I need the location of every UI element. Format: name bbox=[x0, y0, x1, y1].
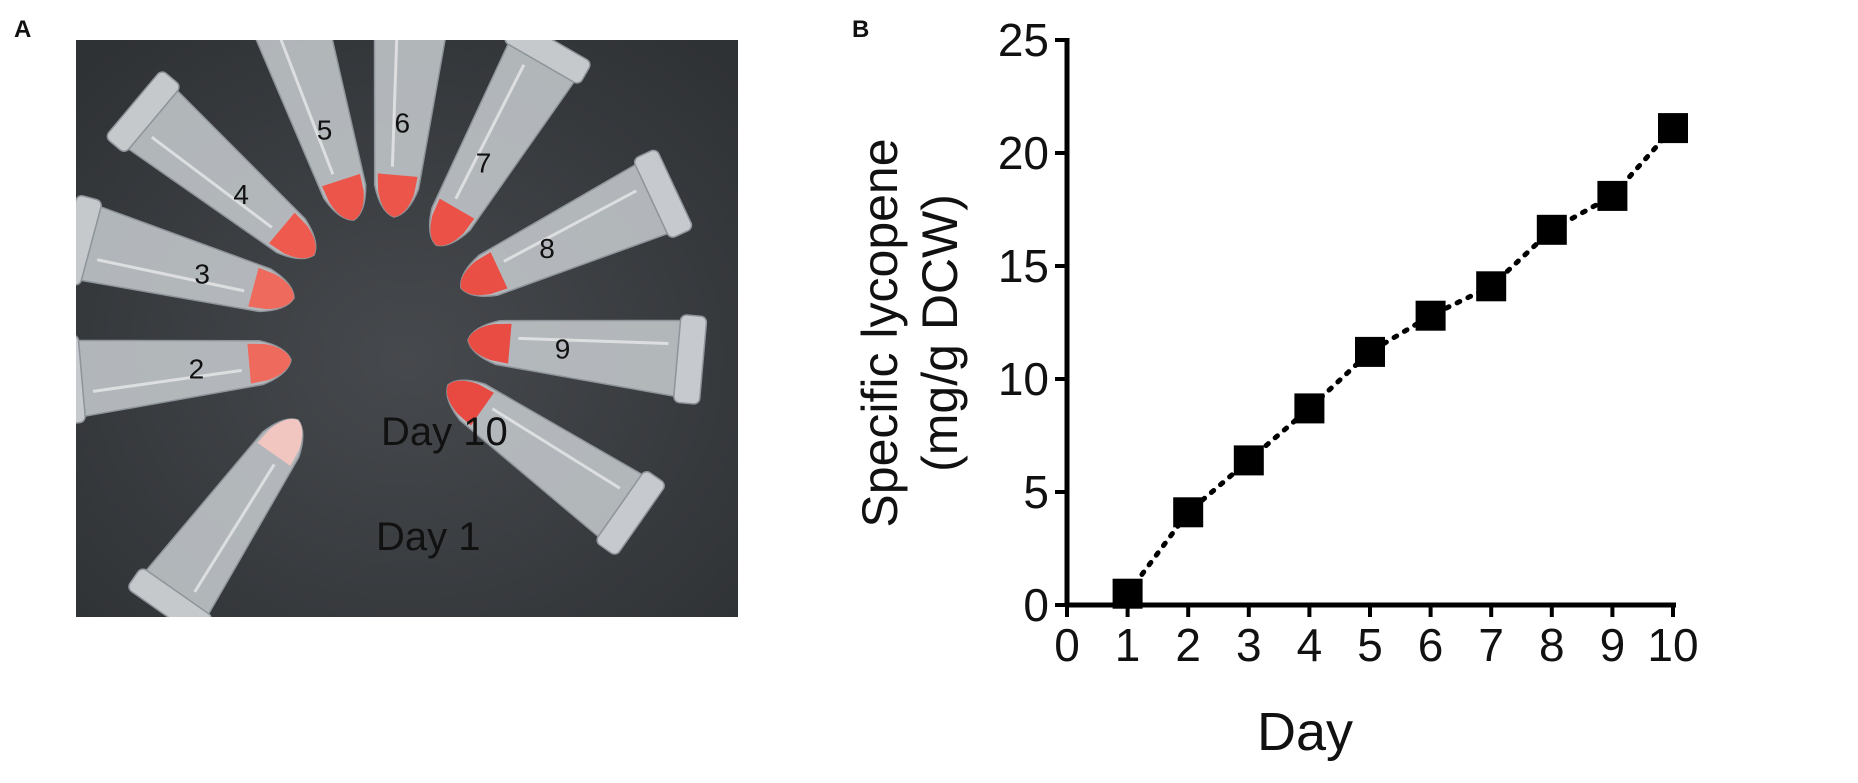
tube-highlight bbox=[150, 135, 273, 229]
tube-number-7: 7 bbox=[476, 148, 492, 179]
tube-highlight bbox=[277, 40, 335, 175]
y-axis-label-line2: (mg/g DCW) bbox=[912, 194, 968, 472]
tube-9 bbox=[467, 314, 708, 405]
tube-pellet bbox=[322, 173, 364, 221]
tube-1 bbox=[128, 418, 304, 617]
tube-number-8: 8 bbox=[539, 233, 555, 264]
tube-pellet bbox=[268, 212, 316, 259]
tube-cap bbox=[673, 314, 708, 405]
x-tick-label: 9 bbox=[1600, 619, 1626, 671]
tube-number-3: 3 bbox=[194, 258, 210, 289]
y-axis-label: Specific lycopene (mg/g DCW) bbox=[860, 138, 968, 527]
lycopene-chart: Specific lycopene (mg/g DCW) 05101520250… bbox=[860, 14, 1699, 762]
x-tick-label: 8 bbox=[1539, 619, 1565, 671]
tube-8 bbox=[460, 149, 693, 297]
data-point-day-7 bbox=[1476, 271, 1507, 302]
tube-pellet bbox=[460, 252, 508, 296]
data-point-day-3 bbox=[1233, 445, 1264, 476]
data-point-day-5 bbox=[1355, 336, 1385, 367]
day-10-label: Day 10 bbox=[381, 410, 508, 454]
data-point-day-9 bbox=[1597, 180, 1628, 211]
tube-number-2: 2 bbox=[189, 353, 205, 384]
tube-highlight bbox=[518, 336, 669, 345]
tube-highlight bbox=[454, 64, 526, 200]
y-tick-label: 15 bbox=[998, 240, 1049, 292]
y-tick-label: 5 bbox=[1023, 466, 1049, 518]
tube-highlight bbox=[503, 189, 638, 263]
chart-series bbox=[1112, 113, 1688, 609]
tube-pellet bbox=[257, 418, 303, 466]
x-tick-label: 10 bbox=[1647, 619, 1698, 671]
tube-pellet bbox=[446, 380, 494, 426]
tube-pellet bbox=[248, 267, 295, 310]
tube-cap bbox=[128, 568, 212, 617]
x-tick-label: 7 bbox=[1478, 619, 1504, 671]
tube-cap bbox=[76, 334, 86, 425]
tube-number-4: 4 bbox=[233, 179, 249, 210]
tube-cap bbox=[633, 149, 693, 238]
tube-7 bbox=[428, 40, 591, 247]
x-tick-label: 6 bbox=[1418, 619, 1444, 671]
y-tick-label: 25 bbox=[998, 14, 1049, 66]
tube-cap bbox=[504, 40, 591, 84]
data-point-day-1 bbox=[1112, 578, 1143, 609]
data-point-day-4 bbox=[1294, 393, 1325, 424]
series-line bbox=[1125, 125, 1676, 597]
tube-number-9: 9 bbox=[555, 333, 571, 364]
y-tick-label: 20 bbox=[998, 127, 1049, 179]
tube-highlight bbox=[92, 368, 242, 393]
data-point-day-6 bbox=[1415, 300, 1446, 331]
tube-5 bbox=[251, 40, 367, 221]
tube-number-6: 6 bbox=[395, 107, 411, 138]
x-tick-label: 5 bbox=[1357, 619, 1383, 671]
tube-number-5: 5 bbox=[317, 115, 333, 146]
tube-4 bbox=[106, 71, 317, 260]
x-axis-label: Day bbox=[1257, 702, 1353, 762]
data-point-day-8 bbox=[1536, 214, 1567, 245]
y-tick-label: 0 bbox=[1023, 579, 1049, 631]
tube-highlight bbox=[390, 40, 399, 167]
data-point-day-2 bbox=[1173, 497, 1204, 528]
panel-a-letter: A bbox=[14, 16, 32, 43]
tube-highlight bbox=[193, 463, 276, 593]
y-tick-label: 10 bbox=[998, 353, 1049, 405]
x-tick-label: 1 bbox=[1115, 619, 1141, 671]
tube-cap bbox=[596, 471, 665, 555]
tube-10 bbox=[446, 379, 665, 555]
tube-highlight bbox=[491, 407, 621, 490]
x-tick-label: 2 bbox=[1175, 619, 1201, 671]
tube-cap bbox=[76, 195, 102, 286]
tubes-photo: 2 3 4 5 6 7 8 9 Day 1 Day 10 bbox=[76, 40, 738, 617]
tube-3 bbox=[76, 195, 295, 313]
data-point-day-10 bbox=[1658, 113, 1688, 144]
tube-pellet bbox=[430, 198, 475, 246]
tube-pellet bbox=[377, 173, 418, 217]
tube-pellet bbox=[468, 323, 512, 364]
tube-highlight bbox=[96, 258, 245, 293]
tube-6 bbox=[373, 40, 452, 218]
x-tick-label: 0 bbox=[1054, 619, 1080, 671]
day-1-label: Day 1 bbox=[376, 515, 481, 559]
tube-cap bbox=[106, 71, 180, 153]
x-tick-label: 3 bbox=[1236, 619, 1262, 671]
y-axis-label-line1: Specific lycopene bbox=[860, 138, 908, 527]
x-tick-label: 4 bbox=[1297, 619, 1323, 671]
panel-b-letter: B bbox=[852, 16, 870, 43]
tube-pellet bbox=[247, 343, 291, 384]
tube-2 bbox=[76, 334, 292, 425]
